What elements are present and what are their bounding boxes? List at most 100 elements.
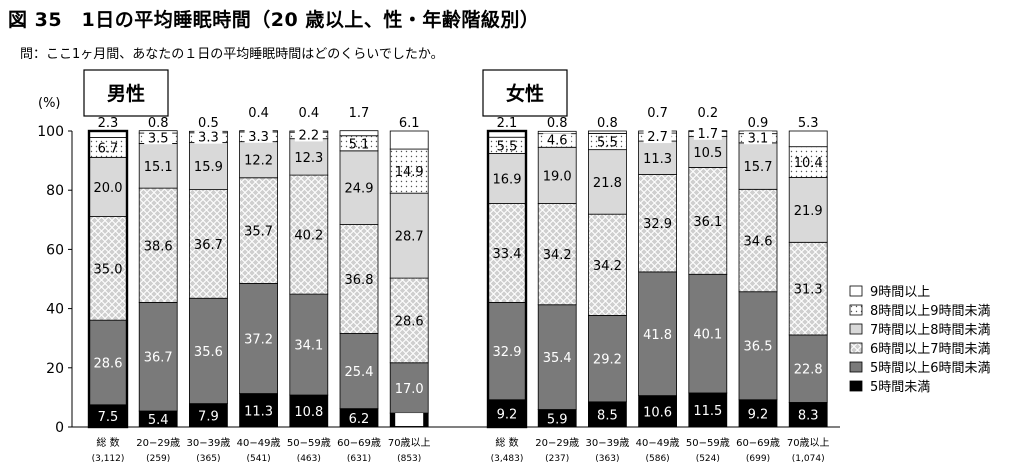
- y-tick-label: 100: [37, 124, 64, 140]
- value-label: 36.5: [744, 340, 773, 355]
- value-label: 8.5: [597, 408, 618, 423]
- value-label-bg: [294, 128, 323, 142]
- bar-segment: [339, 150, 379, 225]
- value-label: 25.4: [345, 365, 374, 380]
- value-label-bg: [395, 413, 424, 427]
- bar-segment: [389, 277, 429, 364]
- bar-segment: [638, 395, 677, 428]
- category-label: 60−69歳: [337, 437, 381, 449]
- y-tick-label: 60: [46, 242, 64, 258]
- bar-segment: [788, 402, 828, 428]
- bar-segment: [289, 174, 329, 295]
- value-label: 37.2: [244, 332, 273, 347]
- value-label: 34.2: [593, 259, 622, 274]
- value-label: 1.7: [349, 106, 370, 121]
- value-label: 16.9: [493, 173, 522, 188]
- legend-label: 9時間以上: [870, 285, 930, 300]
- category-count-label: (363): [595, 454, 619, 464]
- value-label-bg: [194, 130, 223, 144]
- value-label: 33.4: [493, 247, 522, 262]
- bar-segment: [339, 224, 379, 334]
- bar-segment: [588, 213, 627, 316]
- value-label: 10.6: [643, 405, 672, 420]
- value-label: 1.7: [697, 127, 718, 142]
- value-label: 41.8: [643, 328, 672, 343]
- bar-segment: [638, 140, 677, 175]
- bar-segment: [738, 142, 778, 190]
- value-label: 6.7: [98, 141, 119, 156]
- value-label: 34.1: [294, 339, 323, 354]
- value-label: 15.9: [194, 160, 223, 175]
- total-bar-outline: [486, 129, 528, 429]
- value-label: 2.7: [647, 130, 668, 145]
- value-label: 34.2: [543, 248, 572, 263]
- value-label: 35.7: [244, 225, 273, 240]
- bar-segment: [339, 333, 379, 410]
- bar-segment: [239, 393, 279, 428]
- bar-segment: [688, 273, 728, 394]
- value-label: 3.3: [248, 130, 269, 145]
- category-label: 70歳以上: [787, 437, 830, 449]
- value-label: 4.6: [547, 133, 568, 148]
- value-label: 19.0: [543, 169, 572, 184]
- category-label: 20−29歳: [535, 437, 579, 449]
- category-count-label: (631): [347, 454, 371, 464]
- bar-segment: [289, 394, 329, 428]
- value-label: 21.9: [794, 204, 823, 219]
- category-count-label: (3,483): [491, 454, 524, 464]
- category-count-label: (541): [246, 454, 270, 464]
- value-label: 32.9: [493, 345, 522, 360]
- value-label: 9.2: [748, 407, 769, 422]
- legend-swatch: [849, 304, 863, 316]
- value-label: 5.4: [148, 413, 169, 428]
- bar-segment: [138, 187, 178, 303]
- value-label: 0.2: [697, 106, 718, 121]
- bar-segment: [389, 130, 429, 150]
- value-label: 24.9: [345, 182, 374, 197]
- category-label: 70歳以上: [388, 437, 431, 449]
- value-label: 5.3: [798, 116, 819, 131]
- value-label-bg: [744, 131, 772, 145]
- value-label: 0.8: [547, 116, 568, 131]
- bar-segment: [788, 130, 828, 148]
- bar-segment: [788, 334, 828, 403]
- value-label: 10.8: [294, 405, 323, 420]
- group-label: 男性: [107, 82, 145, 105]
- value-label: 36.7: [144, 351, 173, 366]
- value-label-bg: [693, 126, 722, 140]
- legend-swatch: [849, 380, 863, 392]
- survey-question: 問：ここ1ヶ月間、あなたの１日の平均睡眠時間はどのくらいでしたか。: [20, 47, 444, 62]
- chart-title: 図 35 1日の平均睡眠時間（20 歳以上、性・年齢階級別）: [8, 9, 540, 31]
- bar-segment: [239, 141, 279, 179]
- bar-segment: [339, 130, 379, 137]
- legend-swatch: [849, 323, 863, 335]
- bar-segment: [239, 177, 279, 284]
- bar-segment: [688, 167, 728, 275]
- value-label: 14.9: [395, 165, 424, 180]
- value-label: 7.5: [98, 410, 119, 425]
- bar-segment: [638, 271, 677, 397]
- value-label: 29.2: [593, 353, 622, 368]
- value-label: 31.3: [794, 283, 823, 298]
- value-label: 8.3: [798, 409, 819, 424]
- category-count-label: (463): [297, 454, 321, 464]
- legend-label: 7時間以上8時間未満: [870, 323, 991, 338]
- bar-segment: [588, 149, 627, 215]
- value-label: 3.3: [198, 131, 219, 146]
- value-label: 0.8: [597, 116, 618, 131]
- value-label: 36.1: [693, 215, 722, 230]
- value-label: 0.9: [748, 116, 769, 131]
- value-label: 28.7: [395, 230, 424, 245]
- value-label: 0.4: [248, 106, 269, 121]
- value-label: 11.5: [693, 404, 722, 419]
- category-label: 30−39歳: [186, 437, 230, 449]
- bar-segment: [788, 146, 828, 178]
- y-tick-label: 20: [46, 361, 64, 377]
- value-label: 2.1: [497, 116, 518, 131]
- value-label: 10.5: [693, 146, 722, 161]
- category-label: 30−39歳: [585, 437, 629, 449]
- value-label: 7.9: [198, 409, 219, 424]
- y-tick-label: 80: [46, 183, 64, 199]
- value-label: 3.1: [748, 131, 769, 146]
